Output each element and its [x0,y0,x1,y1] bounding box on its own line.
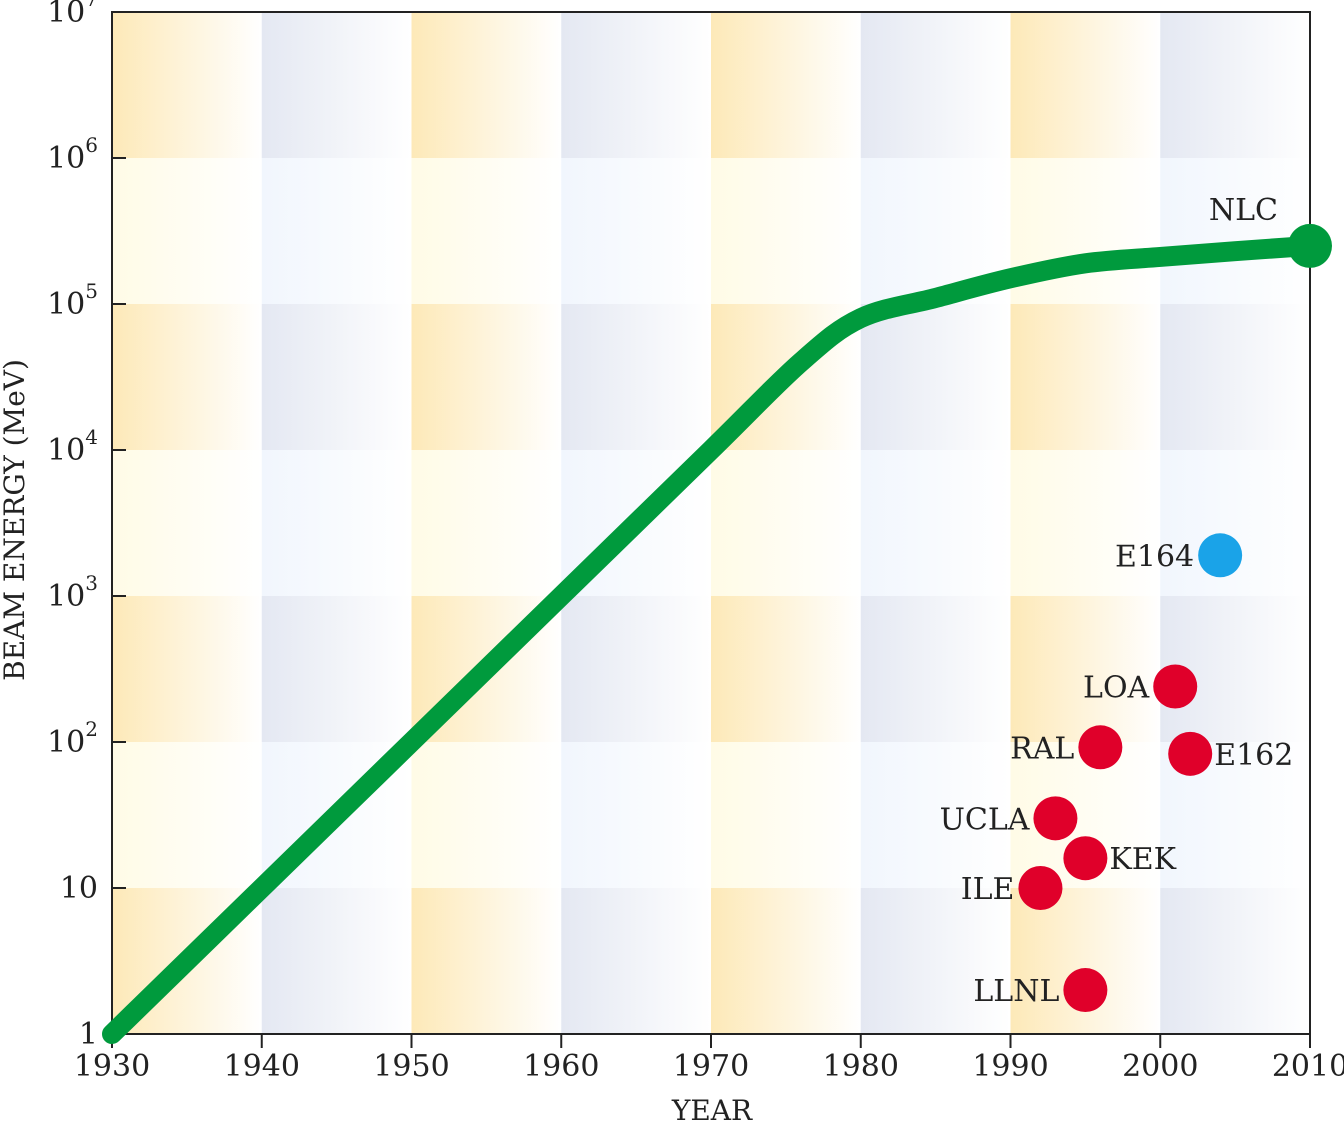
background-cell [112,12,262,158]
background-cell [711,12,861,158]
background-cell [112,304,262,450]
background-cell [411,888,562,1034]
background-cell [860,304,1011,450]
trend-curve [102,235,1320,1044]
y-tick-label: 105 [47,279,98,322]
point-label-nlc: NLC [1209,193,1278,228]
background-cell [860,888,1011,1034]
data-point-loa [1153,664,1198,709]
background-cell [411,742,562,888]
background-cell [1010,450,1161,596]
y-axis-title: BEAM ENERGY (MeV) [0,359,31,681]
background-cell [261,12,412,158]
background-cell [112,158,262,304]
background-cell [411,12,562,158]
background-cell [1160,888,1310,1034]
x-tick-label: 2010 [1272,1049,1344,1084]
background-cell [860,596,1011,742]
background-cell [860,742,1011,888]
data-points: NLC E164 LOA RAL E162 UCLA KEK ILE LLNL [940,193,1332,1013]
x-axis-title: YEAR [671,1094,753,1124]
point-label-ucla: UCLA [940,802,1030,837]
background-cell [561,158,711,304]
background-cell [561,304,711,450]
background-cell [1160,450,1310,596]
y-tick-label: 104 [47,425,98,468]
background-cell [1010,12,1161,158]
background-cell [1160,12,1310,158]
trend-curve-group [102,235,1320,1044]
data-point-e164 [1198,533,1243,578]
y-tick-label: 103 [47,571,98,614]
background-cell [261,596,412,742]
background-cell [711,888,861,1034]
x-axis: 1930 1940 1950 1960 1970 1980 1990 2000 2010 [74,1034,1344,1084]
background-cell [860,450,1011,596]
background-cell [1160,304,1310,450]
x-tick-label: 1930 [74,1049,150,1084]
x-tick-label: 1980 [823,1049,899,1084]
y-tick-label: 106 [47,133,98,176]
background-cell [261,450,412,596]
point-label-llnl: LLNL [973,974,1059,1009]
background-cell [261,888,412,1034]
background-cell [261,158,412,304]
background-cell [860,12,1011,158]
x-tick-label: 2000 [1122,1049,1198,1084]
point-label-ral: RAL [1010,731,1074,766]
background-cell [411,304,562,450]
background-cell [1160,158,1310,304]
data-point-nlc [1288,223,1332,268]
y-tick-label: 107 [47,0,98,30]
point-label-e162: E162 [1214,738,1293,773]
data-point-ile [1018,866,1063,910]
background-cell [1010,888,1161,1034]
data-point-llnl [1063,968,1108,1013]
x-tick-label: 1940 [224,1049,300,1084]
background-cell [561,742,711,888]
point-label-e164: E164 [1115,539,1194,574]
background-cell [112,450,262,596]
background-cell [411,450,562,596]
background-cell [561,888,711,1034]
background-cell [711,450,861,596]
background-cell [711,742,861,888]
background-cell [1010,596,1161,742]
data-point-e162 [1168,731,1213,776]
point-label-ile: ILE [961,872,1015,907]
x-tick-label: 1970 [673,1049,749,1084]
data-point-ucla [1033,796,1078,841]
background-cell [411,158,562,304]
background-cell [112,742,262,888]
y-axis: 1 10 102 103 104 105 106 107 [47,0,126,1052]
y-tick-label: 1 [79,1017,98,1052]
data-point-ral [1078,725,1123,770]
background-cell [112,596,262,742]
point-label-kek: KEK [1109,842,1176,877]
background-cell [561,596,711,742]
background-cell [261,304,412,450]
data-point-kek [1063,836,1108,881]
background-cell [711,158,861,304]
x-tick-label: 1960 [523,1049,599,1084]
y-tick-label: 102 [47,717,98,760]
background-cell [711,596,861,742]
y-tick-label: 10 [60,871,98,906]
chart-background [112,12,1310,1034]
x-tick-label: 1990 [972,1049,1048,1084]
background-cell [561,12,711,158]
point-label-loa: LOA [1083,670,1150,705]
x-tick-label: 1950 [373,1049,449,1084]
background-cell [1010,304,1161,450]
